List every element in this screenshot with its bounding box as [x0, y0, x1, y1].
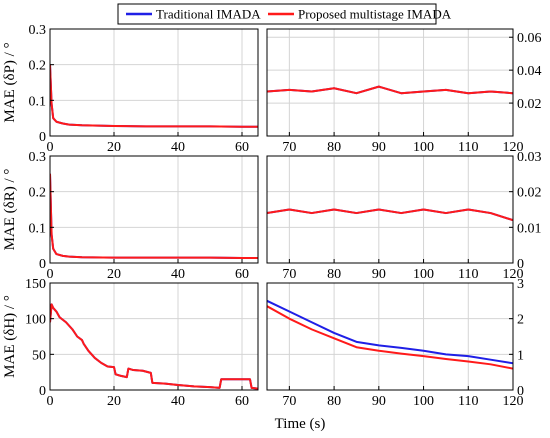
x-tick-label: 120	[503, 140, 524, 155]
x-tick-label: 100	[413, 140, 434, 155]
series-line-proposed	[267, 305, 513, 370]
axes-frame	[266, 28, 514, 137]
x-tick-label: 0	[47, 140, 54, 155]
series-line-traditional	[50, 303, 258, 390]
x-tick-label: 100	[413, 267, 434, 282]
series-line-proposed	[50, 173, 258, 260]
x-tick-label: 0	[47, 394, 54, 409]
y-tick-label: 0.04	[517, 64, 542, 79]
x-tick-label: 0	[47, 267, 54, 282]
series-line-proposed	[267, 85, 513, 95]
y-tick-label: 0	[39, 257, 46, 272]
y-axis-label: MAE (δP) / °	[2, 42, 18, 122]
x-tick-label: 40	[171, 394, 185, 409]
y-tick-label: 0.02	[517, 186, 542, 201]
y-tick-label: 0.06	[517, 31, 542, 46]
x-tick-label: 70	[282, 140, 296, 155]
y-tick-label: 1	[517, 348, 524, 363]
panel-P-left: 0 20 40 60 0 0.1 0.2 0.3 MAE (δP) / °	[2, 23, 259, 155]
x-tick-label: 110	[458, 140, 478, 155]
y-tick-label: 0	[39, 130, 46, 145]
axes-frame	[49, 155, 259, 264]
x-tick-label: 70	[282, 394, 296, 409]
series-line-traditional	[267, 299, 513, 365]
y-tick-label: 2	[517, 313, 524, 328]
x-tick-label: 90	[372, 394, 386, 409]
y-tick-label: 0.2	[29, 59, 47, 74]
y-tick-label: 100	[25, 313, 46, 328]
x-tick-label: 20	[107, 267, 121, 282]
y-tick-label: 0.3	[29, 23, 47, 38]
x-tick-label: 120	[503, 267, 524, 282]
x-tick-label: 90	[372, 140, 386, 155]
axes-frame	[266, 155, 514, 264]
x-tick-label: 60	[235, 394, 249, 409]
y-axis-label: MAE (δR) / °	[2, 169, 18, 251]
x-tick-label: 80	[327, 267, 341, 282]
y-tick-label: 0.01	[517, 221, 542, 236]
series-line-traditional	[50, 173, 258, 260]
legend: Traditional IMADA Proposed multistage IMA…	[117, 3, 452, 25]
panel-H-left: 0 20 40 60 0 50 100 150 MAE (δH) / °	[2, 277, 259, 409]
legend-label: Traditional IMADA	[156, 7, 261, 22]
axes-frame	[49, 282, 259, 391]
x-tick-label: 40	[171, 267, 185, 282]
y-tick-label: 0.03	[517, 150, 542, 165]
x-tick-label: 80	[327, 140, 341, 155]
x-tick-label: 20	[107, 140, 121, 155]
x-tick-label: 100	[413, 394, 434, 409]
x-tick-label: 80	[327, 394, 341, 409]
x-tick-label: 110	[458, 267, 478, 282]
x-tick-label: 60	[235, 140, 249, 155]
x-tick-label: 20	[107, 394, 121, 409]
x-tick-label: 40	[171, 140, 185, 155]
panel-R-left: 0 20 40 60 0 0.1 0.2 0.3 MAE (δR) / °	[2, 150, 259, 282]
y-tick-label: 3	[517, 277, 524, 292]
y-tick-label: 0	[517, 384, 524, 399]
series-line-proposed	[50, 64, 258, 128]
x-tick-label: 60	[235, 267, 249, 282]
x-tick-label: 70	[282, 267, 296, 282]
y-tick-label: 0.2	[29, 186, 47, 201]
x-tick-label: 120	[503, 394, 524, 409]
y-tick-label: 0.1	[29, 94, 47, 109]
x-tick-label: 90	[372, 267, 386, 282]
axes-frame	[266, 282, 514, 391]
y-tick-label: 0.1	[29, 221, 47, 236]
legend-label: Proposed multistage IMADA	[298, 7, 452, 22]
axes-frame	[49, 28, 259, 137]
series-line-proposed	[50, 303, 258, 390]
series-line-proposed	[267, 208, 513, 222]
y-tick-label: 150	[25, 277, 46, 292]
y-tick-label: 0	[517, 257, 524, 272]
x-axis-label: Time (s)	[275, 416, 326, 432]
series-line-traditional	[50, 64, 258, 128]
y-tick-label: 50	[32, 348, 46, 363]
y-tick-label: 0.02	[517, 97, 542, 112]
y-tick-label: 0.3	[29, 150, 47, 165]
x-tick-label: 110	[458, 394, 478, 409]
y-tick-label: 0	[39, 384, 46, 399]
y-axis-label: MAE (δH) / °	[2, 295, 18, 378]
panel-P-right: 70 80 90 100 110 120 0.02 0.04 0.06	[266, 28, 542, 155]
